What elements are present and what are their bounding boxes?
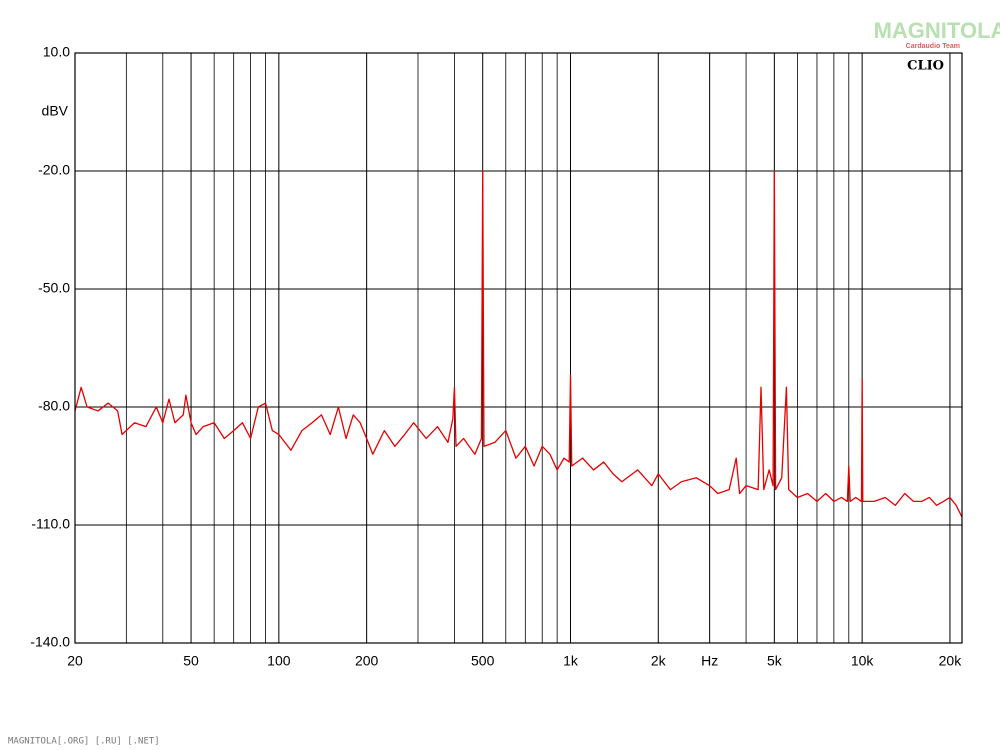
x-tick-label: 1k <box>563 653 579 669</box>
brand-label: CLIO <box>907 59 944 74</box>
y-tick-label: 10.0 <box>43 44 70 60</box>
x-tick-label: 10k <box>851 653 875 669</box>
watermark-sub: Cardaudio Team <box>906 43 960 50</box>
y-tick-label: -20.0 <box>38 162 70 178</box>
x-tick-label: 200 <box>355 653 379 669</box>
watermark: MAGNITOLA <box>874 18 1000 43</box>
plot-frame <box>74 52 963 644</box>
x-tick-label: 20 <box>67 653 83 669</box>
spectrum-line <box>74 170 963 518</box>
x-tick-label: 2k <box>651 653 667 669</box>
plot <box>74 170 963 518</box>
x-tick-label: 20k <box>939 653 963 669</box>
y-tick-label: -80.0 <box>38 398 70 414</box>
x-tick-label: 5k <box>767 653 783 669</box>
x-tick-label: Hz <box>701 653 718 669</box>
y-axis-label: dBV <box>42 103 69 119</box>
x-tick-label: 100 <box>267 653 291 669</box>
y-tick-label: -110.0 <box>31 516 70 532</box>
x-tick-label: 50 <box>183 653 199 669</box>
footer: MAGNITOLA[.ORG] [.RU] [.NET] <box>8 737 160 747</box>
y-tick-label: -50.0 <box>38 280 70 296</box>
x-tick-label: 500 <box>471 653 495 669</box>
y-tick-label: -140.0 <box>30 634 70 650</box>
